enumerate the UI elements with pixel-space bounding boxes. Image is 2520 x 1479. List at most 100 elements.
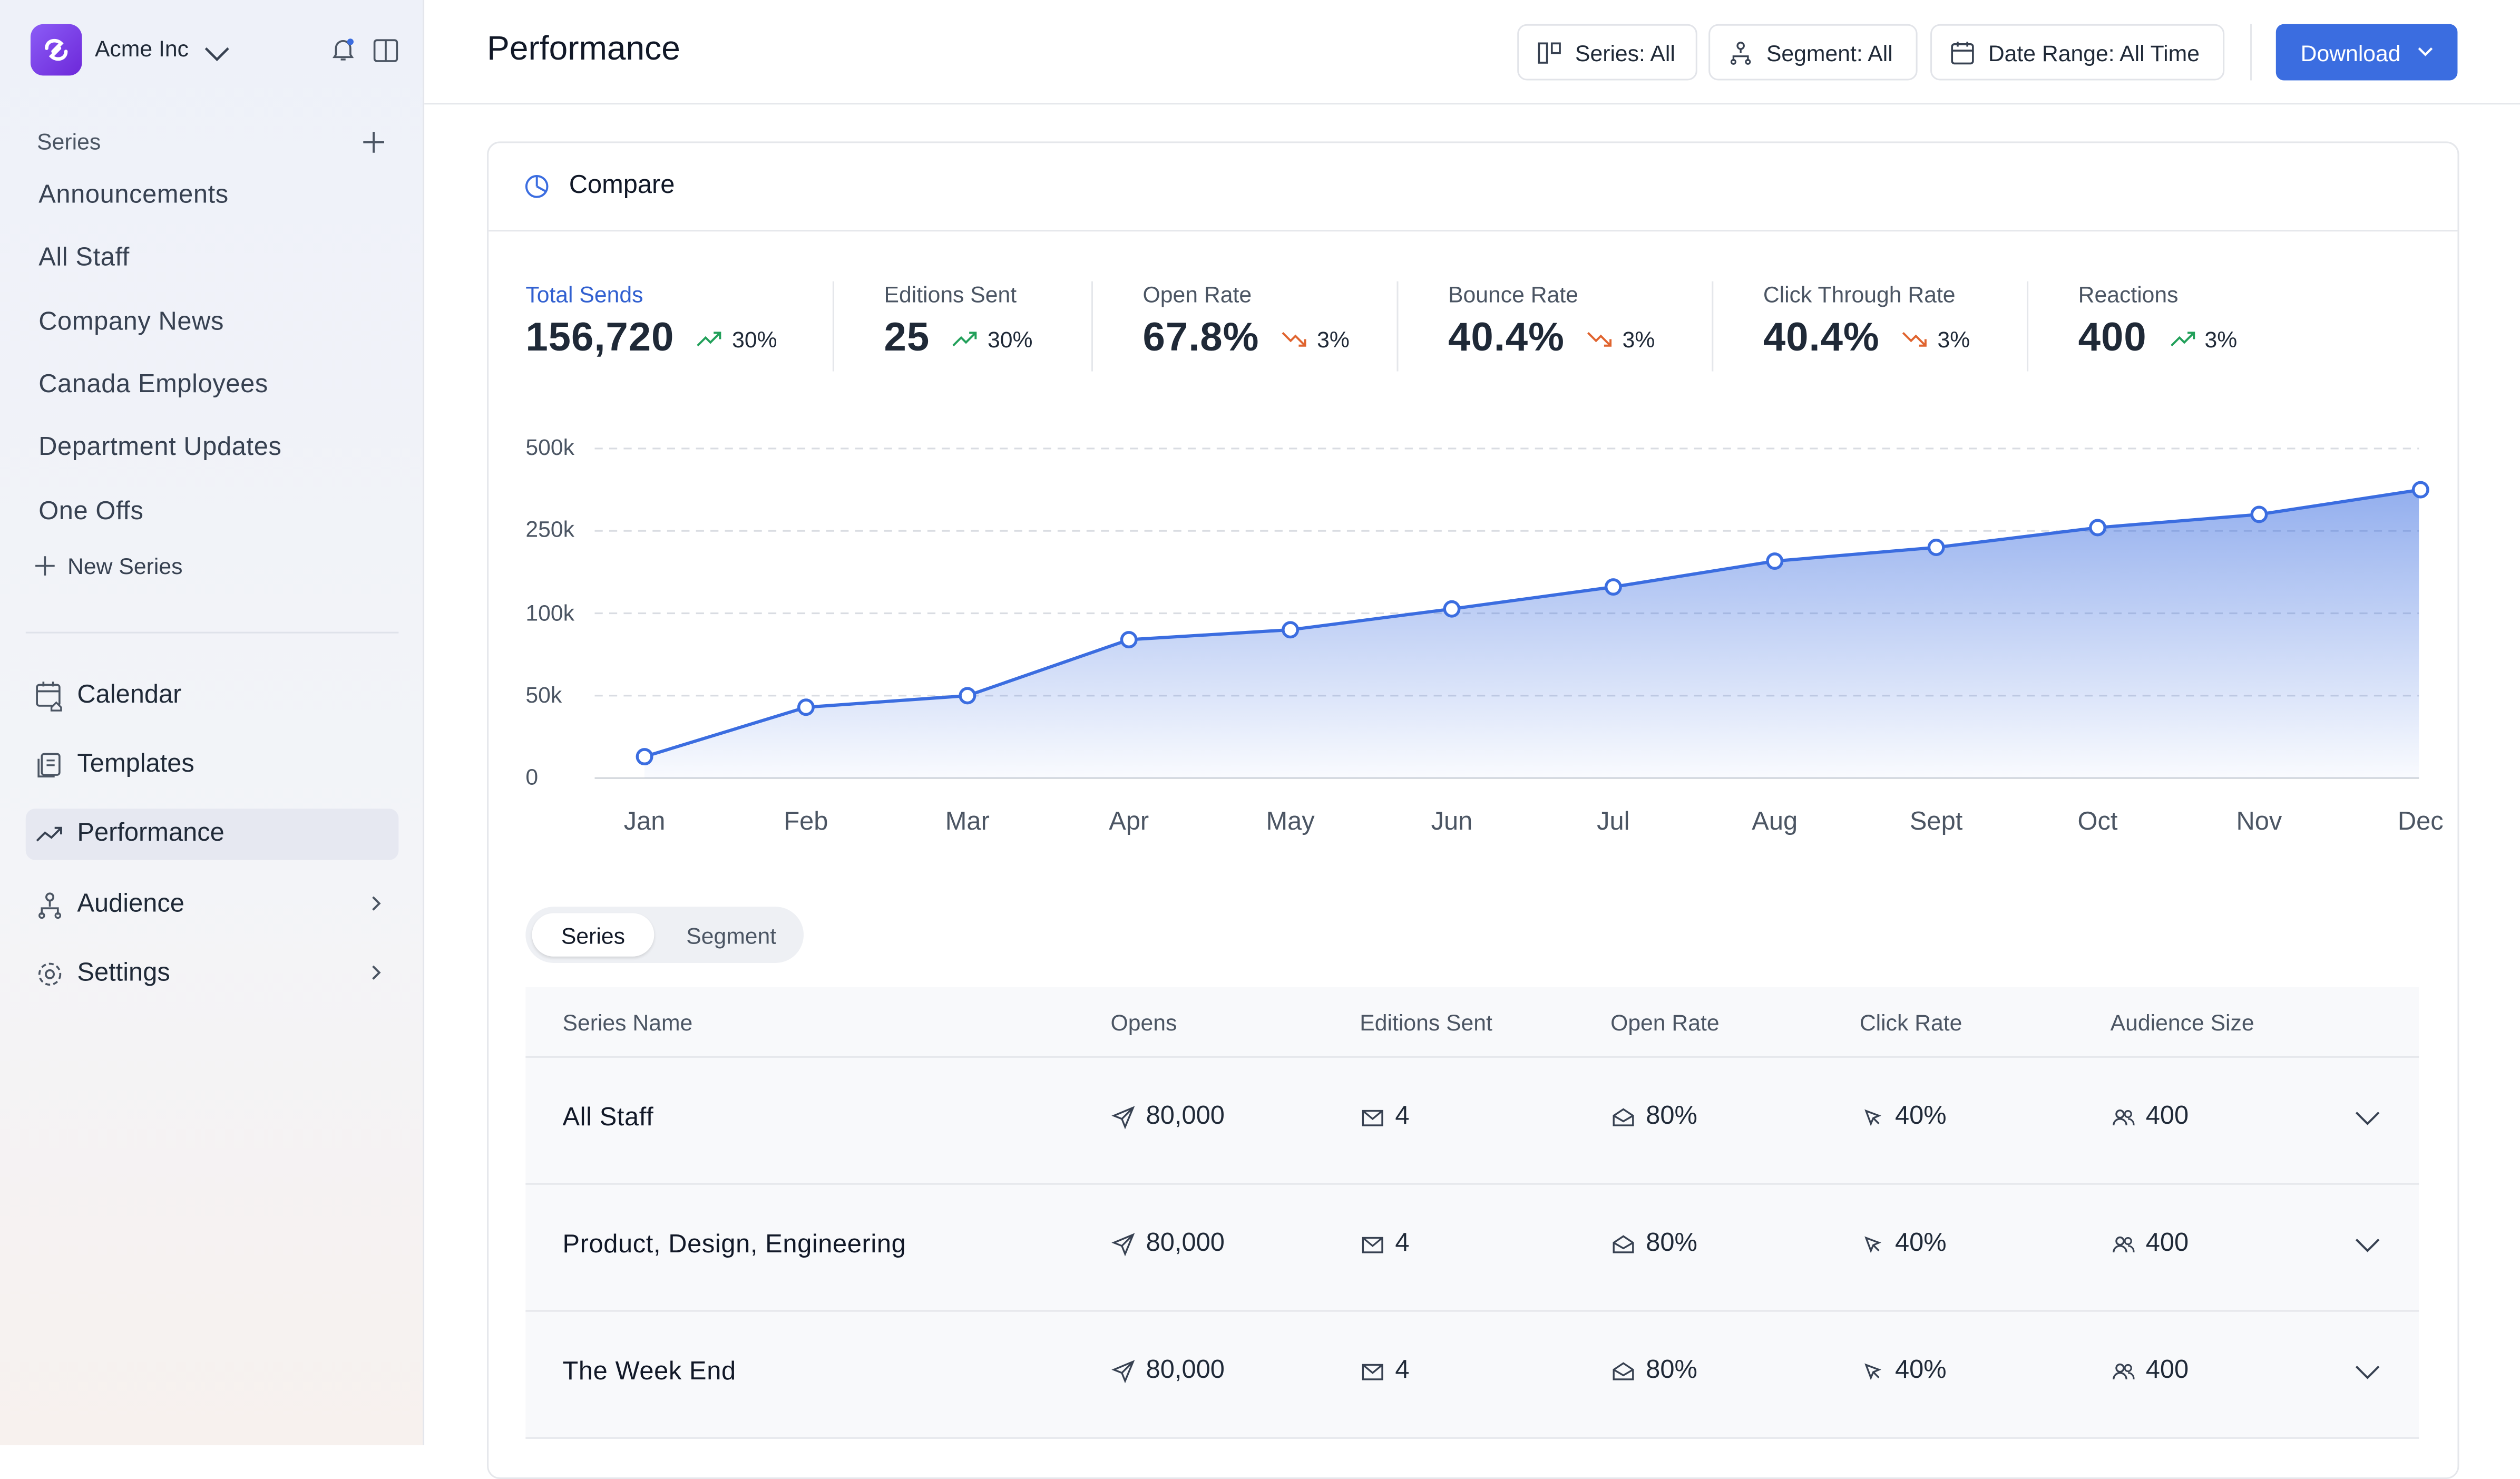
sidebar-toggle-icon[interactable] xyxy=(372,37,399,63)
metric-label: Open Rate xyxy=(1142,281,1252,307)
series-filter-button[interactable]: Series: All xyxy=(1517,24,1697,81)
mail-open-icon xyxy=(1613,1108,1634,1126)
new-series-button[interactable]: New Series xyxy=(32,553,182,579)
metric-total-sends[interactable]: Total Sends 156,720 30% xyxy=(525,281,777,372)
sends-chart: 0 50k 100k 250k 500k Jan Feb Mar Apr May Jun Jul Aug… xyxy=(489,416,2457,850)
segment-filter-button[interactable]: Segment: All xyxy=(1708,24,1918,81)
metric-divider xyxy=(1712,281,1714,372)
data-point[interactable] xyxy=(797,698,815,716)
metric-click-through-rate[interactable]: Click Through Rate 40.4% 3% xyxy=(1763,281,1970,372)
data-point[interactable] xyxy=(1766,552,1784,570)
users-icon xyxy=(2113,1363,2135,1380)
column-header[interactable]: Click Rate xyxy=(1859,1009,1962,1036)
sidebar-series-item[interactable]: One Offs xyxy=(38,498,144,526)
nav-item-performance[interactable]: Performance xyxy=(25,809,399,860)
download-button[interactable]: Download xyxy=(2275,24,2458,81)
sidebar-series-item[interactable]: Canada Employees xyxy=(38,371,268,399)
chevron-right-icon xyxy=(370,961,383,990)
nav-item-label: Audience xyxy=(77,890,184,918)
metric-label: Bounce Rate xyxy=(1448,281,1578,307)
column-header[interactable]: Opens xyxy=(1110,1009,1177,1036)
metric-reactions[interactable]: Reactions 400 3% xyxy=(2078,281,2238,372)
pie-chart-icon xyxy=(524,173,550,207)
calendar-icon xyxy=(1951,41,1974,64)
trend-up-icon xyxy=(697,330,722,346)
metric-divider xyxy=(1396,281,1399,372)
nav-item-calendar[interactable]: Calendar xyxy=(26,670,399,722)
column-header[interactable]: Series Name xyxy=(562,1009,693,1036)
expand-row-icon[interactable] xyxy=(2355,1106,2380,1135)
data-point[interactable] xyxy=(2089,519,2106,537)
nav-item-audience[interactable]: Audience xyxy=(26,879,399,931)
expand-row-icon[interactable] xyxy=(2355,1233,2380,1262)
data-point[interactable] xyxy=(1120,631,1138,649)
metric-open-rate[interactable]: Open Rate 67.8% 3% xyxy=(1143,281,1350,372)
sends-chart-svg xyxy=(594,447,2429,779)
sidebar-series-item[interactable]: Company News xyxy=(38,308,224,336)
click-rate-value: 40% xyxy=(1894,1230,1947,1258)
notifications-icon[interactable] xyxy=(329,37,355,63)
nav-item-settings[interactable]: Settings xyxy=(26,949,399,1000)
trend-down-icon xyxy=(1282,331,1307,346)
table-row[interactable]: The Week End 80,000 4 80% 40% 400 xyxy=(525,1311,2419,1439)
data-point[interactable] xyxy=(1604,578,1622,596)
send-icon xyxy=(1111,1106,1135,1130)
tab-series[interactable]: Series xyxy=(532,913,655,957)
add-series-icon[interactable] xyxy=(362,130,386,162)
mail-icon xyxy=(1362,1237,1383,1253)
tab-segment[interactable]: Segment xyxy=(686,922,777,948)
page-title: Performance xyxy=(487,30,680,68)
download-label: Download xyxy=(2300,39,2401,65)
data-point[interactable] xyxy=(1443,600,1461,618)
mail-icon xyxy=(1362,1110,1383,1126)
x-tick-label: Jun xyxy=(1431,809,1473,836)
data-point[interactable] xyxy=(2411,481,2429,499)
column-header[interactable]: Audience Size xyxy=(2110,1009,2254,1036)
y-tick-label: 100k xyxy=(525,599,574,625)
data-point[interactable] xyxy=(959,687,976,705)
table-row[interactable]: All Staff 80,000 4 80% 40% 400 xyxy=(525,1057,2419,1185)
workspace-logo[interactable] xyxy=(30,24,82,76)
cursor-click-icon xyxy=(1864,1363,1881,1380)
metric-change: 30% xyxy=(987,325,1033,352)
workspace-chevron-icon[interactable] xyxy=(204,42,230,71)
data-point[interactable] xyxy=(2250,505,2268,523)
x-tick-label: Oct xyxy=(2077,809,2118,836)
expand-row-icon[interactable] xyxy=(2355,1360,2380,1389)
column-header[interactable]: Open Rate xyxy=(1610,1009,1720,1036)
new-series-label: New Series xyxy=(67,553,183,579)
chevron-down-icon xyxy=(2417,47,2433,56)
data-point[interactable] xyxy=(636,748,653,766)
trend-down-icon xyxy=(1588,331,1613,346)
workspace-name[interactable]: Acme Inc xyxy=(94,35,189,61)
mail-open-icon xyxy=(1613,1362,1634,1380)
metric-divider xyxy=(2027,281,2029,372)
calendar-icon xyxy=(36,682,62,712)
chevron-right-icon xyxy=(370,892,383,921)
sidebar-series-item[interactable]: Announcements xyxy=(38,181,229,209)
audience-icon xyxy=(38,892,62,919)
data-point[interactable] xyxy=(1282,621,1300,639)
cursor-click-icon xyxy=(1864,1236,1881,1253)
x-tick-label: May xyxy=(1266,809,1315,836)
nav-item-templates[interactable]: Templates xyxy=(26,739,399,791)
trend-up-icon xyxy=(953,330,978,346)
date-range-filter-button[interactable]: Date Range: All Time xyxy=(1930,24,2225,81)
y-tick-label: 50k xyxy=(525,681,562,707)
trend-up-icon xyxy=(2170,330,2195,346)
data-point[interactable] xyxy=(1927,539,1945,556)
opens-value: 80,000 xyxy=(1146,1103,1225,1131)
x-tick-label: Dec xyxy=(2397,809,2444,836)
open-rate-value: 80% xyxy=(1646,1103,1697,1131)
x-tick-label: Sept xyxy=(1909,809,1963,836)
sidebar-series-item[interactable]: Department Updates xyxy=(38,434,282,462)
sidebar-series-item[interactable]: All Staff xyxy=(38,244,130,272)
metric-bounce-rate[interactable]: Bounce Rate 40.4% 3% xyxy=(1448,281,1655,372)
open-rate-value: 80% xyxy=(1646,1357,1697,1385)
column-header[interactable]: Editions Sent xyxy=(1360,1009,1492,1036)
x-tick-label: Feb xyxy=(784,809,828,836)
table-row[interactable]: Product, Design, Engineering 80,000 4 80… xyxy=(525,1184,2419,1312)
series-name: All Staff xyxy=(562,1104,654,1132)
date-range-filter-label: Date Range: All Time xyxy=(1988,39,2200,65)
metric-editions-sent[interactable]: Editions Sent 25 30% xyxy=(884,281,1033,372)
